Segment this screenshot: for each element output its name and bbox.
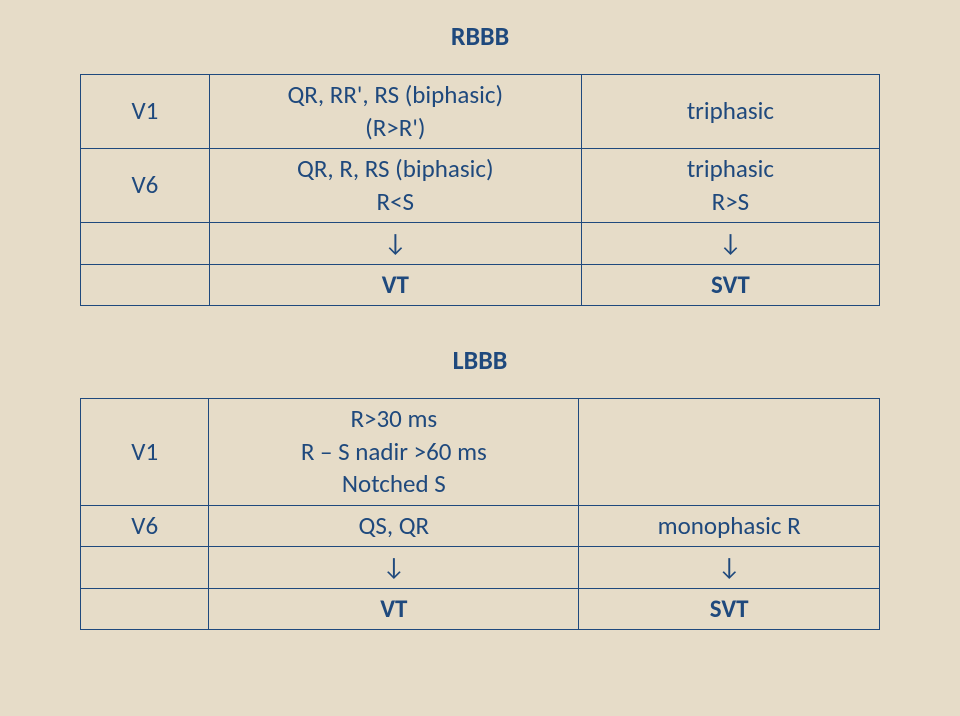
lbbb-r3-c2: ↓ <box>209 547 579 589</box>
lbbb-r2-c2: QS, QR <box>209 505 579 547</box>
table-row: VT SVT <box>81 588 880 630</box>
table-row: VT SVT <box>81 264 880 306</box>
lbbb-r4-c2: VT <box>209 588 579 630</box>
rbbb-r4-c1 <box>81 264 210 306</box>
rbbb-r1-c3: triphasic <box>581 75 879 149</box>
table-row: V1 QR, RR', RS (biphasic)(R>R') triphasi… <box>81 75 880 149</box>
rbbb-r2-c2: QR, R, RS (biphasic)R<S <box>209 149 581 223</box>
lbbb-r1-c1: V1 <box>81 399 209 506</box>
lbbb-r2-c1: V6 <box>81 505 209 547</box>
rbbb-r3-c2: ↓ <box>209 223 581 265</box>
lbbb-r3-c3: ↓ <box>579 547 880 589</box>
rbbb-title: RBBB <box>0 20 960 52</box>
table-row: ↓ ↓ <box>81 223 880 265</box>
lbbb-table: V1 R>30 msR – S nadir >60 msNotched S V6… <box>80 398 880 630</box>
rbbb-r2-c3: triphasicR>S <box>581 149 879 223</box>
rbbb-r1-c1: V1 <box>81 75 210 149</box>
table-row: V6 QR, R, RS (biphasic)R<S triphasicR>S <box>81 149 880 223</box>
table-row: V6 QS, QR monophasic R <box>81 505 880 547</box>
rbbb-table: V1 QR, RR', RS (biphasic)(R>R') triphasi… <box>80 74 880 306</box>
rbbb-r3-c3: ↓ <box>581 223 879 265</box>
lbbb-r2-c3: monophasic R <box>579 505 880 547</box>
spacer <box>0 306 960 344</box>
lbbb-r3-c1 <box>81 547 209 589</box>
table-row: V1 R>30 msR – S nadir >60 msNotched S <box>81 399 880 506</box>
table-row: ↓ ↓ <box>81 547 880 589</box>
lbbb-title: LBBB <box>0 344 960 376</box>
rbbb-r4-c2: VT <box>209 264 581 306</box>
lbbb-r1-c2: R>30 msR – S nadir >60 msNotched S <box>209 399 579 506</box>
rbbb-r2-c1: V6 <box>81 149 210 223</box>
rbbb-r4-c3: SVT <box>581 264 879 306</box>
rbbb-r3-c1 <box>81 223 210 265</box>
lbbb-r4-c1 <box>81 588 209 630</box>
lbbb-r1-c3 <box>579 399 880 506</box>
slide-page: RBBB V1 QR, RR', RS (biphasic)(R>R') tri… <box>0 0 960 716</box>
rbbb-r1-c2: QR, RR', RS (biphasic)(R>R') <box>209 75 581 149</box>
lbbb-r4-c3: SVT <box>579 588 880 630</box>
